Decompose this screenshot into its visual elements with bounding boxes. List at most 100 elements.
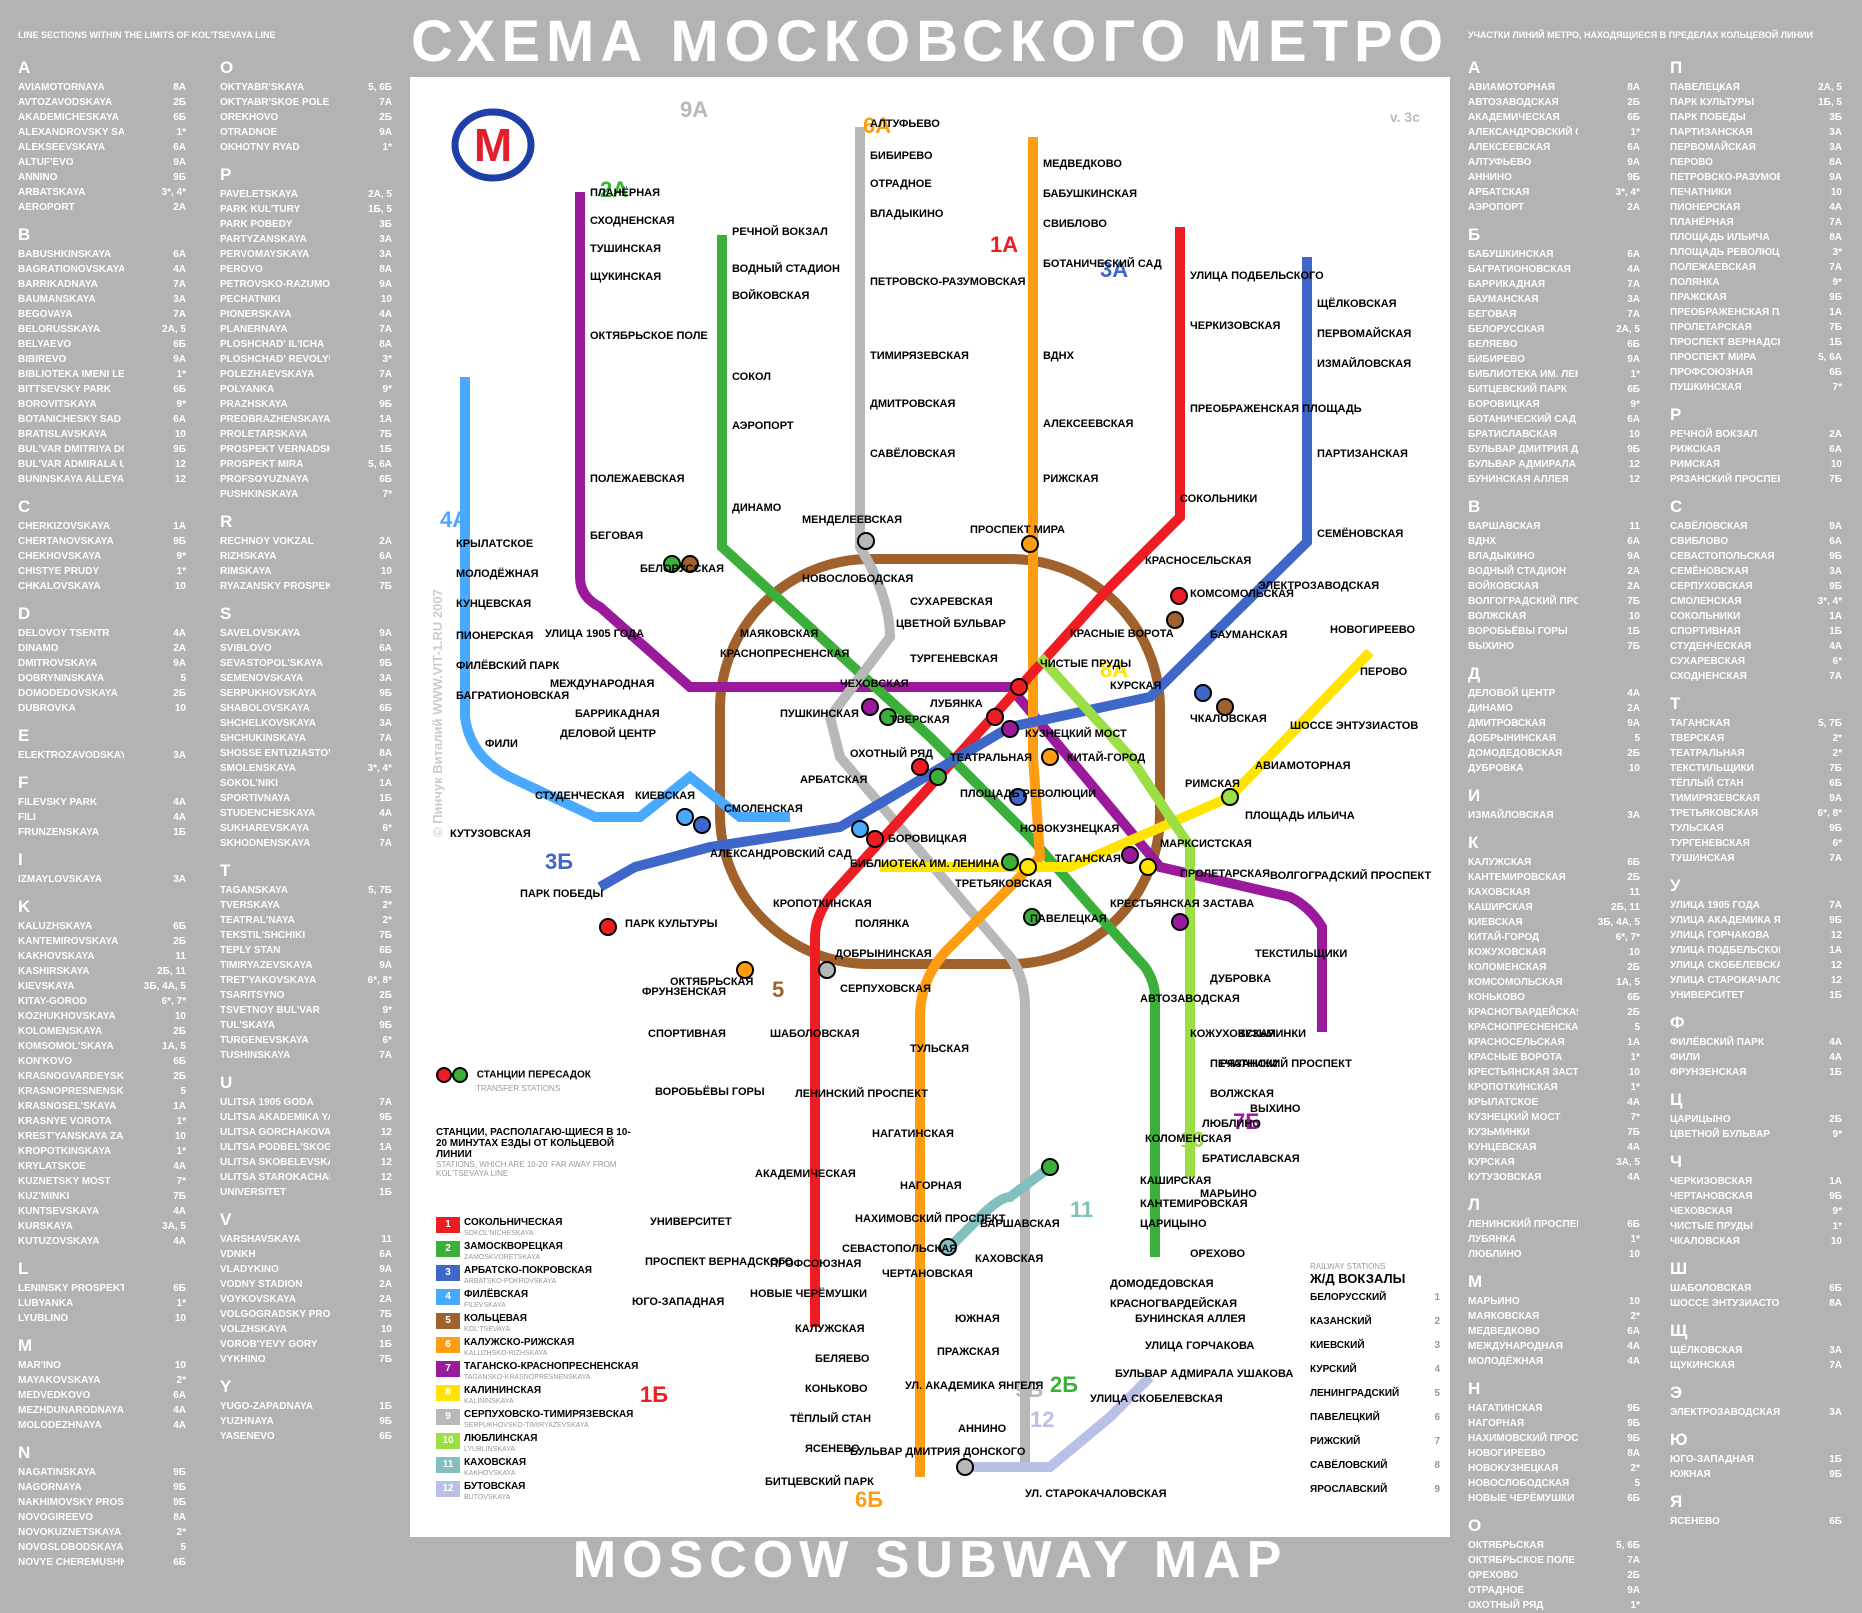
index-row[interactable]: IZMAYLOVSKAYA 3A (18, 872, 186, 887)
index-row[interactable]: OKTYABR'SKOE POLE 7A (220, 95, 392, 110)
index-row[interactable]: MEZHDUNARODNAYA 4A (18, 1403, 186, 1418)
index-row[interactable]: NOVOKUZNETSKAYA 2* (18, 1525, 186, 1540)
index-row[interactable]: ULITSA GORCHAKOVA 12 (220, 1125, 392, 1140)
index-row[interactable]: LENINSKY PROSPEKT 6Б (18, 1281, 186, 1296)
index-row[interactable]: KOLOMENSKAYA 2Б (18, 1024, 186, 1039)
index-row[interactable]: ULITSA SKOBELEVSKAYA 12 (220, 1155, 392, 1170)
index-row[interactable]: РИМСКАЯ 10 (1670, 457, 1842, 472)
index-row[interactable]: НАГАТИНСКАЯ 9Б (1468, 1401, 1640, 1416)
index-row[interactable]: SOKOL'NIKI 1A (220, 776, 392, 791)
index-row[interactable]: ДУБРОВКА 10 (1468, 761, 1640, 776)
index-row[interactable]: RECHNOY VOKZAL 2A (220, 534, 392, 549)
index-row[interactable]: БЕЛЯЕВО 6Б (1468, 337, 1640, 352)
index-row[interactable]: ВЛАДЫКИНО 9А (1468, 549, 1640, 564)
index-row[interactable]: BOTANICHESKY SAD 6A (18, 412, 186, 427)
index-row[interactable]: РЕЧНОЙ ВОКЗАЛ 2А (1670, 427, 1842, 442)
index-row[interactable]: CHERKIZOVSKAYA 1A (18, 519, 186, 534)
index-row[interactable]: SEMENOVSKAYA 3A (220, 671, 392, 686)
index-row[interactable]: КАШИРСКАЯ 2Б, 11 (1468, 900, 1640, 915)
index-row[interactable]: KURSKAYA 3A, 5 (18, 1219, 186, 1234)
index-row[interactable]: STUDENCHESKAYA 4A (220, 806, 392, 821)
index-row[interactable]: БУНИНСКАЯ АЛЛЕЯ 12 (1468, 472, 1640, 487)
index-row[interactable]: НАХИМОВСКИЙ ПРОСПЕКТ 9Б (1468, 1431, 1640, 1446)
index-row[interactable]: BRATISLAVSKAYA 10 (18, 427, 186, 442)
index-row[interactable]: PETROVSKO-RAZUMOVSKAYA 9A (220, 277, 392, 292)
index-row[interactable]: УЛИЦА АКАДЕМИКА ЯНГЕЛЯ 9Б (1670, 913, 1842, 928)
index-row[interactable]: ПИОНЕРСКАЯ 4А (1670, 200, 1842, 215)
index-row[interactable]: YASENEVO 6Б (220, 1429, 392, 1444)
index-row[interactable]: СОКОЛЬНИКИ 1А (1670, 609, 1842, 624)
index-row[interactable]: ШАБОЛОВСКАЯ 6Б (1670, 1281, 1842, 1296)
index-row[interactable]: TURGENEVSKAYA 6* (220, 1033, 392, 1048)
index-row[interactable]: BAUMANSKAYA 3A (18, 292, 186, 307)
index-row[interactable]: ОКТЯБРЬСКАЯ 5, 6Б (1468, 1538, 1640, 1553)
index-row[interactable]: ПАВЕЛЕЦКАЯ 2А, 5 (1670, 80, 1842, 95)
index-row[interactable]: БАГРАТИОНОВСКАЯ 4А (1468, 262, 1640, 277)
index-row[interactable]: ПЛОЩАДЬ РЕВОЛЮЦИИ 3* (1670, 245, 1842, 260)
index-row[interactable]: TSVETNOY BUL'VAR 9* (220, 1003, 392, 1018)
index-row[interactable]: SHCHUKINSKAYA 7A (220, 731, 392, 746)
index-row[interactable]: PREOBRAZHENSKAYA PLOSHCHAD' 1A (220, 412, 392, 427)
index-row[interactable]: ТРЕТЬЯКОВСКАЯ 6*, 8* (1670, 806, 1842, 821)
index-row[interactable]: NAGATINSKAYA 9Б (18, 1465, 186, 1480)
index-row[interactable]: АКАДЕМИЧЕСКАЯ 6Б (1468, 110, 1640, 125)
index-row[interactable]: PARTYZANSKAYA 3A (220, 232, 392, 247)
index-row[interactable]: ULITSA AKADEMIKA YANGELYA 9Б (220, 1110, 392, 1125)
index-row[interactable]: КРАСНОГВАРДЕЙСКАЯ 2Б (1468, 1005, 1640, 1020)
index-row[interactable]: ФРУНЗЕНСКАЯ 1Б (1670, 1065, 1842, 1080)
index-row[interactable]: ВОДНЫЙ СТАДИОН 2А (1468, 564, 1640, 579)
index-row[interactable]: ФИЛИ 4А (1670, 1050, 1842, 1065)
index-row[interactable]: НОВОСЛОБОДСКАЯ 5 (1468, 1476, 1640, 1491)
index-row[interactable]: VOLGOGRADSKY PROSPEKT 7Б (220, 1307, 392, 1322)
index-row[interactable]: ЦВЕТНОЙ БУЛЬВАР 9* (1670, 1127, 1842, 1142)
index-row[interactable]: PIONERSKAYA 4A (220, 307, 392, 322)
index-row[interactable]: KUTUZOVSKAYA 4A (18, 1234, 186, 1249)
index-row[interactable]: ОТРАДНОЕ 9А (1468, 1583, 1640, 1598)
index-row[interactable]: MOLODEZHNAYA 4A (18, 1418, 186, 1433)
index-row[interactable]: BUL'VAR ADMIRALA USHAKOVA 12 (18, 457, 186, 472)
index-row[interactable]: ПОЛЯНКА 9* (1670, 275, 1842, 290)
index-row[interactable]: TEATRAL'NAYA 2* (220, 913, 392, 928)
index-row[interactable]: РЯЗАНСКИЙ ПРОСПЕКТ 7Б (1670, 472, 1842, 487)
index-row[interactable]: ТУРГЕНЕВСКАЯ 6* (1670, 836, 1842, 851)
index-row[interactable]: SKHODNENSKAYA 7A (220, 836, 392, 851)
index-row[interactable]: KIEVSKAYA 3Б, 4A, 5 (18, 979, 186, 994)
index-row[interactable]: ВАРШАВСКАЯ 11 (1468, 519, 1640, 534)
index-row[interactable]: BAGRATIONOVSKAYA 4A (18, 262, 186, 277)
index-row[interactable]: BUNINSKAYA ALLEYA 12 (18, 472, 186, 487)
index-row[interactable]: ЧЕХОВСКАЯ 9* (1670, 1204, 1842, 1219)
index-row[interactable]: ВОЙКОВСКАЯ 2А (1468, 579, 1640, 594)
index-row[interactable]: ПАРТИЗАНСКАЯ 3А (1670, 125, 1842, 140)
index-row[interactable]: СМОЛЕНСКАЯ 3*, 4* (1670, 594, 1842, 609)
index-row[interactable]: TIMIRYAZEVSKAYA 9A (220, 958, 392, 973)
index-row[interactable]: АЛЕКСЕЕВСКАЯ 6А (1468, 140, 1640, 155)
index-row[interactable]: ЮЖНАЯ 9Б (1670, 1467, 1842, 1482)
index-row[interactable]: КОЖУХОВСКАЯ 10 (1468, 945, 1640, 960)
index-row[interactable]: АЭРОПОРТ 2А (1468, 200, 1640, 215)
index-row[interactable]: ПРОСПЕКТ ВЕРНАДСКОГО 1Б (1670, 335, 1842, 350)
index-row[interactable]: RIMSKAYA 10 (220, 564, 392, 579)
index-row[interactable]: KROPOTKINSKAYA 1* (18, 1144, 186, 1159)
index-row[interactable]: КАХОВСКАЯ 11 (1468, 885, 1640, 900)
index-row[interactable]: ТИМИРЯЗЕВСКАЯ 9А (1670, 791, 1842, 806)
index-row[interactable]: PRAZHSKAYA 9Б (220, 397, 392, 412)
index-row[interactable]: FILEVSKY PARK 4A (18, 795, 186, 810)
index-row[interactable]: УЛИЦА 1905 ГОДА 7А (1670, 898, 1842, 913)
index-row[interactable]: TEPLY STAN 6Б (220, 943, 392, 958)
index-row[interactable]: BARRIKADNAYA 7A (18, 277, 186, 292)
index-row[interactable]: YUZHNAYA 9Б (220, 1414, 392, 1429)
index-row[interactable]: NAGORNAYA 9Б (18, 1480, 186, 1495)
index-row[interactable]: CHKALOVSKAYA 10 (18, 579, 186, 594)
index-row[interactable]: CHEKHOVSKAYA 9* (18, 549, 186, 564)
index-row[interactable]: KREST'YANSKAYA ZASTAVA 10 (18, 1129, 186, 1144)
index-row[interactable]: АВТОЗАВОДСКАЯ 2Б (1468, 95, 1640, 110)
index-row[interactable]: BUL'VAR DMITRIYA DONSKOGO 9Б (18, 442, 186, 457)
index-row[interactable]: ТВЕРСКАЯ 2* (1670, 731, 1842, 746)
index-row[interactable]: БЕГОВАЯ 7А (1468, 307, 1640, 322)
index-row[interactable]: АЛТУФЬЕВО 9А (1468, 155, 1640, 170)
index-row[interactable]: БЕЛОРУССКАЯ 2А, 5 (1468, 322, 1640, 337)
index-row[interactable]: BELORUSSKAYA 2A, 5 (18, 322, 186, 337)
index-row[interactable]: КРЕСТЬЯНСКАЯ ЗАСТАВА 10 (1468, 1065, 1640, 1080)
index-row[interactable]: БОРОВИЦКАЯ 9* (1468, 397, 1640, 412)
index-row[interactable]: POLEZHAEVSKAYA 7A (220, 367, 392, 382)
